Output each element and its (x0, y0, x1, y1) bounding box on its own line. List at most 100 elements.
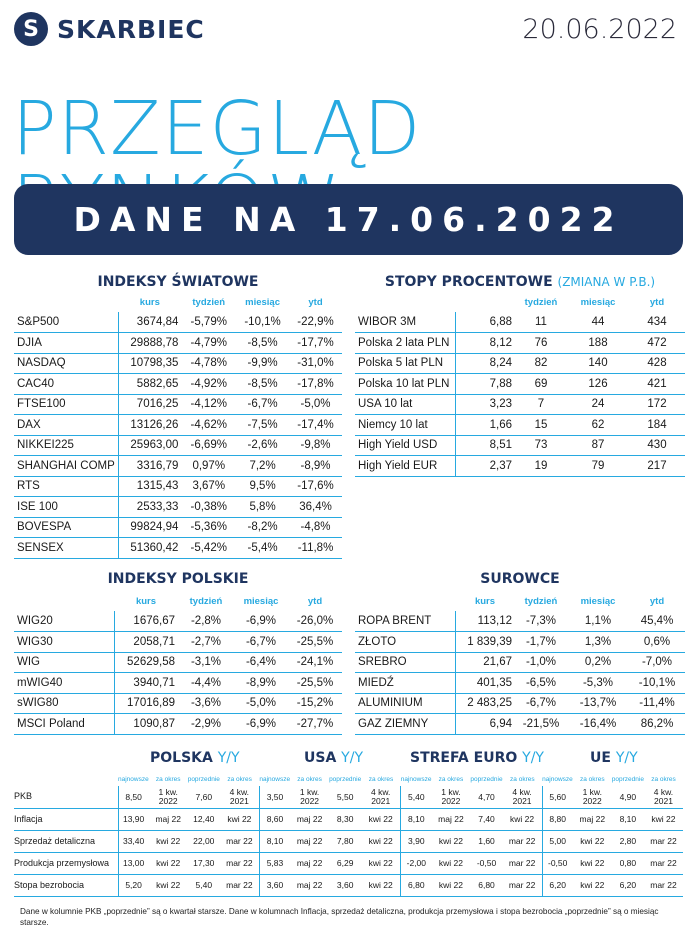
cell-value: 2533,33 (118, 496, 182, 518)
macro-cell: kwi 22 (431, 874, 471, 897)
cell-value: -3,1% (178, 652, 234, 673)
table-row: WIBOR 3M 6,88 11 44 434 (355, 312, 685, 333)
macro-cell: mar 22 (643, 830, 683, 853)
macro-cell: 8,10 (611, 808, 644, 831)
macro-cell: kwi 22 (572, 852, 612, 875)
macro-cell: 4 kw. 2021 (502, 786, 543, 809)
table-row: FTSE100 7016,25 -4,12% -6,7% -5,0% (14, 394, 342, 415)
commodities-table: kurs tydzień miesiąc ytd ROPA BRENT 113,12 -7,… (355, 591, 685, 735)
cell-value: -17,7% (289, 332, 342, 354)
table-row: DJIA 29888,78 -4,79% -8,5% -17,7% (14, 332, 342, 354)
macro-cell: 8,60 (259, 808, 291, 831)
column-header: miesiąc (580, 296, 616, 308)
cell-value: -7,0% (629, 652, 685, 673)
row-label: MIEDŹ (355, 672, 456, 694)
cell-value: -1,7% (515, 631, 567, 653)
cell-value: -8,9% (289, 455, 342, 477)
cell-value: 62 (567, 414, 629, 436)
cell-value: 184 (629, 414, 685, 436)
macro-cell: kwi 22 (148, 874, 188, 897)
macro-cell: mar 22 (643, 874, 683, 897)
report-date: 20.06.2022 (522, 14, 677, 45)
row-label: USA 10 lat (355, 394, 456, 415)
header-blank (355, 591, 455, 611)
cell-value: 140 (567, 353, 629, 374)
macro-cell: 5,60 (542, 786, 573, 809)
macro-cell: maj 22 (290, 852, 330, 875)
macro-cell: 1 kw. 2022 (290, 786, 330, 809)
cell-value: 8,24 (455, 353, 515, 374)
cell-value: -6,7% (234, 631, 288, 653)
macro-cell: 8,10 (259, 830, 291, 853)
macro-subcolumn-header: za okres (651, 775, 676, 783)
cell-value: -6,9% (234, 713, 288, 735)
cell-value: -11,8% (289, 537, 342, 559)
cell-value: 421 (629, 373, 685, 395)
brand-header: S SKARBIEC (14, 12, 205, 46)
cell-value: 6,88 (455, 312, 515, 333)
macro-cell: 3,90 (400, 830, 432, 853)
cell-value: 1 839,39 (455, 631, 515, 653)
cell-value: -2,7% (178, 631, 234, 653)
cell-value: 99824,94 (118, 517, 182, 538)
macro-cell: 3,50 (259, 786, 291, 809)
table-row: NIKKEI225 25963,00 -6,69% -2,6% -9,8% (14, 435, 342, 456)
column-header: ytd (649, 595, 665, 607)
table-row: CAC40 5882,65 -4,92% -8,5% -17,8% (14, 373, 342, 395)
macro-cell: 5,50 (329, 786, 362, 809)
cell-value: 21,67 (455, 652, 515, 673)
cell-value: -21,5% (515, 713, 567, 735)
cell-value: -17,4% (289, 414, 342, 436)
macro-cell: maj 22 (290, 808, 330, 831)
cell-value: 8,51 (455, 435, 515, 456)
cell-value: 44 (567, 312, 629, 333)
table-row: SENSEX 51360,42 -5,42% -5,4% -11,8% (14, 537, 342, 559)
cell-value: -4,4% (178, 672, 234, 694)
row-label: DJIA (14, 332, 119, 354)
cell-value: -6,69% (181, 435, 237, 456)
macro-subcolumn-header: najnowsze (118, 775, 149, 783)
macro-subcolumn-header: za okres (155, 775, 181, 783)
cell-value: -17,8% (289, 373, 342, 395)
interest-rates-title-text: STOPY PROCENTOWE (384, 274, 553, 290)
macro-cell: mar 22 (219, 852, 260, 875)
macro-subcolumn-header: poprzednie (187, 775, 220, 783)
table-row: WIG20 1676,67 -2,8% -6,9% -26,0% (14, 611, 342, 632)
macro-cell: 0,80 (611, 852, 644, 875)
macro-row-label: Produkcja przemysłowa (14, 852, 119, 875)
row-label: ISE 100 (14, 496, 119, 518)
cell-value: 86,2% (629, 713, 685, 735)
cell-value: -8,2% (236, 517, 290, 538)
macro-cell: 3,60 (329, 874, 362, 897)
header-blank (14, 591, 114, 611)
macro-subcolumn-header: poprzednie (329, 775, 362, 783)
cell-value: 73 (515, 435, 567, 456)
macro-cell: 33,40 (118, 830, 149, 853)
table-header-row: kurs tydzień miesiąc ytd (14, 591, 342, 611)
row-label: S&P500 (14, 312, 119, 333)
cell-value: 25963,00 (118, 435, 182, 456)
table-row: RTS 1315,43 3,67% 9,5% -17,6% (14, 476, 342, 497)
cell-value: -10,1% (236, 312, 290, 333)
table-row: WIG 52629,58 -3,1% -6,4% -24,1% (14, 652, 342, 673)
table-header-row: kurs tydzień miesiąc ytd (355, 591, 685, 611)
macro-subcolumn-header: poprzednie (470, 775, 503, 783)
cell-value: -2,9% (178, 713, 234, 735)
macro-cell: maj 22 (572, 808, 612, 831)
cell-value: 17016,89 (114, 693, 178, 714)
cell-value: -4,12% (181, 394, 237, 415)
row-label: NASDAQ (14, 353, 119, 374)
macro-cell: kwi 22 (361, 830, 402, 853)
macro-region-name: USA (304, 750, 337, 766)
macro-cell: 8,10 (400, 808, 432, 831)
cell-value: 1,66 (455, 414, 515, 436)
macro-region-name: POLSKA (150, 750, 213, 766)
cell-value: 24 (567, 394, 629, 415)
cell-value: -31,0% (289, 353, 342, 374)
cell-value: 1,3% (567, 631, 629, 653)
macro-subcolumn-header: za okres (227, 775, 252, 783)
macro-row: PKB 8,50 1 kw. 2022 7,60 4 kw. 2021 3,50 1 kw.… (14, 786, 683, 809)
row-label: Niemcy 10 lat (355, 414, 456, 436)
cell-value: -0,38% (181, 496, 237, 518)
cell-value: 7,88 (455, 373, 515, 395)
